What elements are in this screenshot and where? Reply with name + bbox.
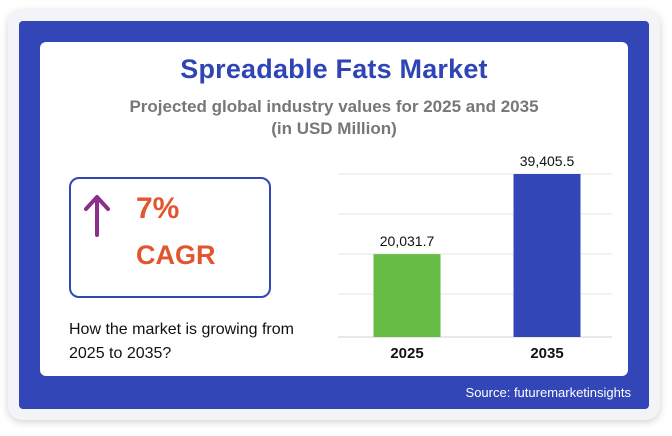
bar-2035 [513,174,581,337]
chart-title: Spreadable Fats Market [180,54,488,84]
cagr-box [69,177,271,298]
bar-2025 [373,254,441,337]
x-tick-label-2025: 2025 [390,345,423,362]
data-label-2025: 20,031.7 [380,233,435,249]
cagr-value: 7% [136,192,180,225]
cagr-label: CAGR [136,240,216,270]
x-tick-label-2035: 2035 [530,345,563,362]
data-label-2035: 39,405.5 [520,153,575,169]
growth-question: How the market is growing from 2025 to 2… [69,321,294,362]
chart-subtitle: Projected global industry values for 202… [129,97,539,116]
up-arrow-icon [84,195,110,237]
source-credit: Source: futuremarketinsights [465,385,631,400]
chart-subtitle-units: (in USD Million) [271,119,397,138]
